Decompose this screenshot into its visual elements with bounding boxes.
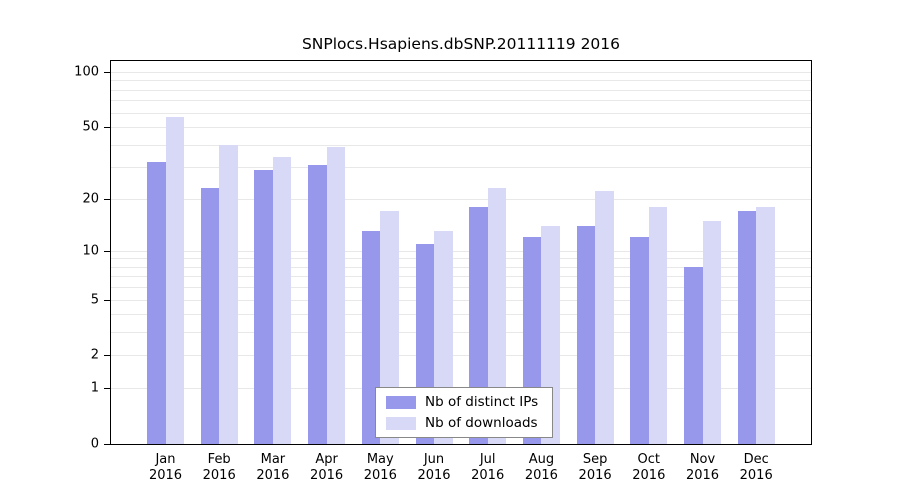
bar-distinct-ips-dec (737, 211, 757, 444)
y-tick-label-50: 50 (82, 119, 99, 135)
legend-label-downloads: Nb of downloads (425, 415, 538, 431)
y-tick-label-10: 10 (82, 243, 99, 259)
bar-downloads-sep (595, 191, 614, 444)
gridline-100 (111, 72, 811, 73)
x-tick-label-apr: Apr 2016 (310, 452, 344, 483)
gridline-3 (111, 332, 811, 334)
y-tick-mark-100 (104, 72, 110, 73)
x-tick-label-oct: Oct 2016 (632, 452, 666, 483)
bar-distinct-ips-mar (254, 169, 273, 444)
gridline-4 (111, 314, 811, 316)
bar-distinct-ips-jan (147, 162, 166, 444)
y-tick-mark-2 (104, 355, 110, 357)
y-tick-mark-5 (104, 299, 110, 301)
legend-entry-downloads: Nb of downloads (386, 415, 538, 431)
x-tick-label-jul: Jul 2016 (471, 452, 505, 483)
bar-downloads-feb (219, 144, 238, 444)
bar-downloads-nov (702, 220, 721, 444)
bar-downloads-may (380, 211, 399, 444)
y-tick-mark-0 (104, 444, 110, 445)
gridline-30 (111, 167, 811, 169)
x-tick-label-mar: Mar 2016 (256, 452, 290, 483)
x-tick-label-feb: Feb 2016 (202, 452, 236, 483)
y-tick-label-1: 1 (90, 380, 99, 396)
gridline-2 (111, 355, 811, 357)
legend-swatch-distinct-ips (386, 395, 416, 409)
gridline-10 (111, 250, 811, 252)
y-tick-mark-50 (104, 127, 110, 129)
gridline-8 (111, 266, 811, 268)
bar-distinct-ips-sep (576, 225, 596, 444)
bar-downloads-jan (165, 116, 184, 444)
bar-distinct-ips-oct (630, 237, 649, 444)
y-tick-label-5: 5 (90, 292, 99, 308)
x-tick-label-sep: Sep 2016 (578, 452, 612, 483)
plot-area: Nb of distinct IPs Nb of downloads 0 1 2 5 1… (74, 60, 812, 483)
gridline-80 (111, 89, 811, 91)
gridline-60 (111, 112, 811, 114)
y-tick-mark-20 (104, 198, 110, 200)
y-tick-label-0: 0 (90, 436, 99, 452)
y-tick-label-100: 100 (74, 64, 99, 80)
y-tick-mark-10 (104, 250, 110, 252)
bar-distinct-ips-feb (200, 187, 220, 444)
legend: Nb of distinct IPs Nb of downloads (375, 387, 554, 438)
bar-downloads-apr (326, 146, 346, 444)
legend-entry-distinct-ips: Nb of distinct IPs (386, 394, 538, 410)
x-tick-label-nov: Nov 2016 (685, 452, 720, 483)
gridline-9 (111, 258, 811, 260)
gridline-20 (111, 198, 811, 200)
bar-distinct-ips-nov (684, 266, 703, 444)
bar-downloads-mar (272, 157, 292, 444)
bar-distinct-ips-apr (308, 164, 327, 444)
gridline-90 (111, 80, 811, 82)
x-tick-label-aug: Aug 2016 (524, 452, 558, 483)
y-tick-label-20: 20 (82, 191, 99, 207)
gridline-70 (111, 100, 811, 102)
gridline-50 (111, 127, 811, 129)
bar-downloads-dec (756, 206, 775, 444)
legend-swatch-downloads (386, 416, 416, 430)
chart-title: SNPlocs.Hsapiens.dbSNP.20111119 2016 (301, 35, 621, 53)
x-tick-label-jan: Jan 2016 (148, 452, 183, 483)
bar-downloads-jul (487, 187, 507, 444)
x-tick-label-may: May 2016 (363, 452, 397, 483)
gridline-6 (111, 287, 811, 289)
x-tick-label-dec: Dec 2016 (739, 452, 773, 483)
x-tick-label-jun: Jun 2016 (417, 452, 451, 483)
bar-downloads-oct (648, 206, 668, 444)
gridline-40 (111, 144, 811, 146)
y-tick-label-2: 2 (90, 347, 99, 363)
y-tick-mark-1 (104, 388, 110, 390)
legend-label-distinct-ips: Nb of distinct IPs (425, 394, 539, 410)
bar-distinct-ips-jul (469, 206, 488, 444)
gridline-5 (111, 299, 811, 301)
gridline-7 (111, 276, 811, 278)
